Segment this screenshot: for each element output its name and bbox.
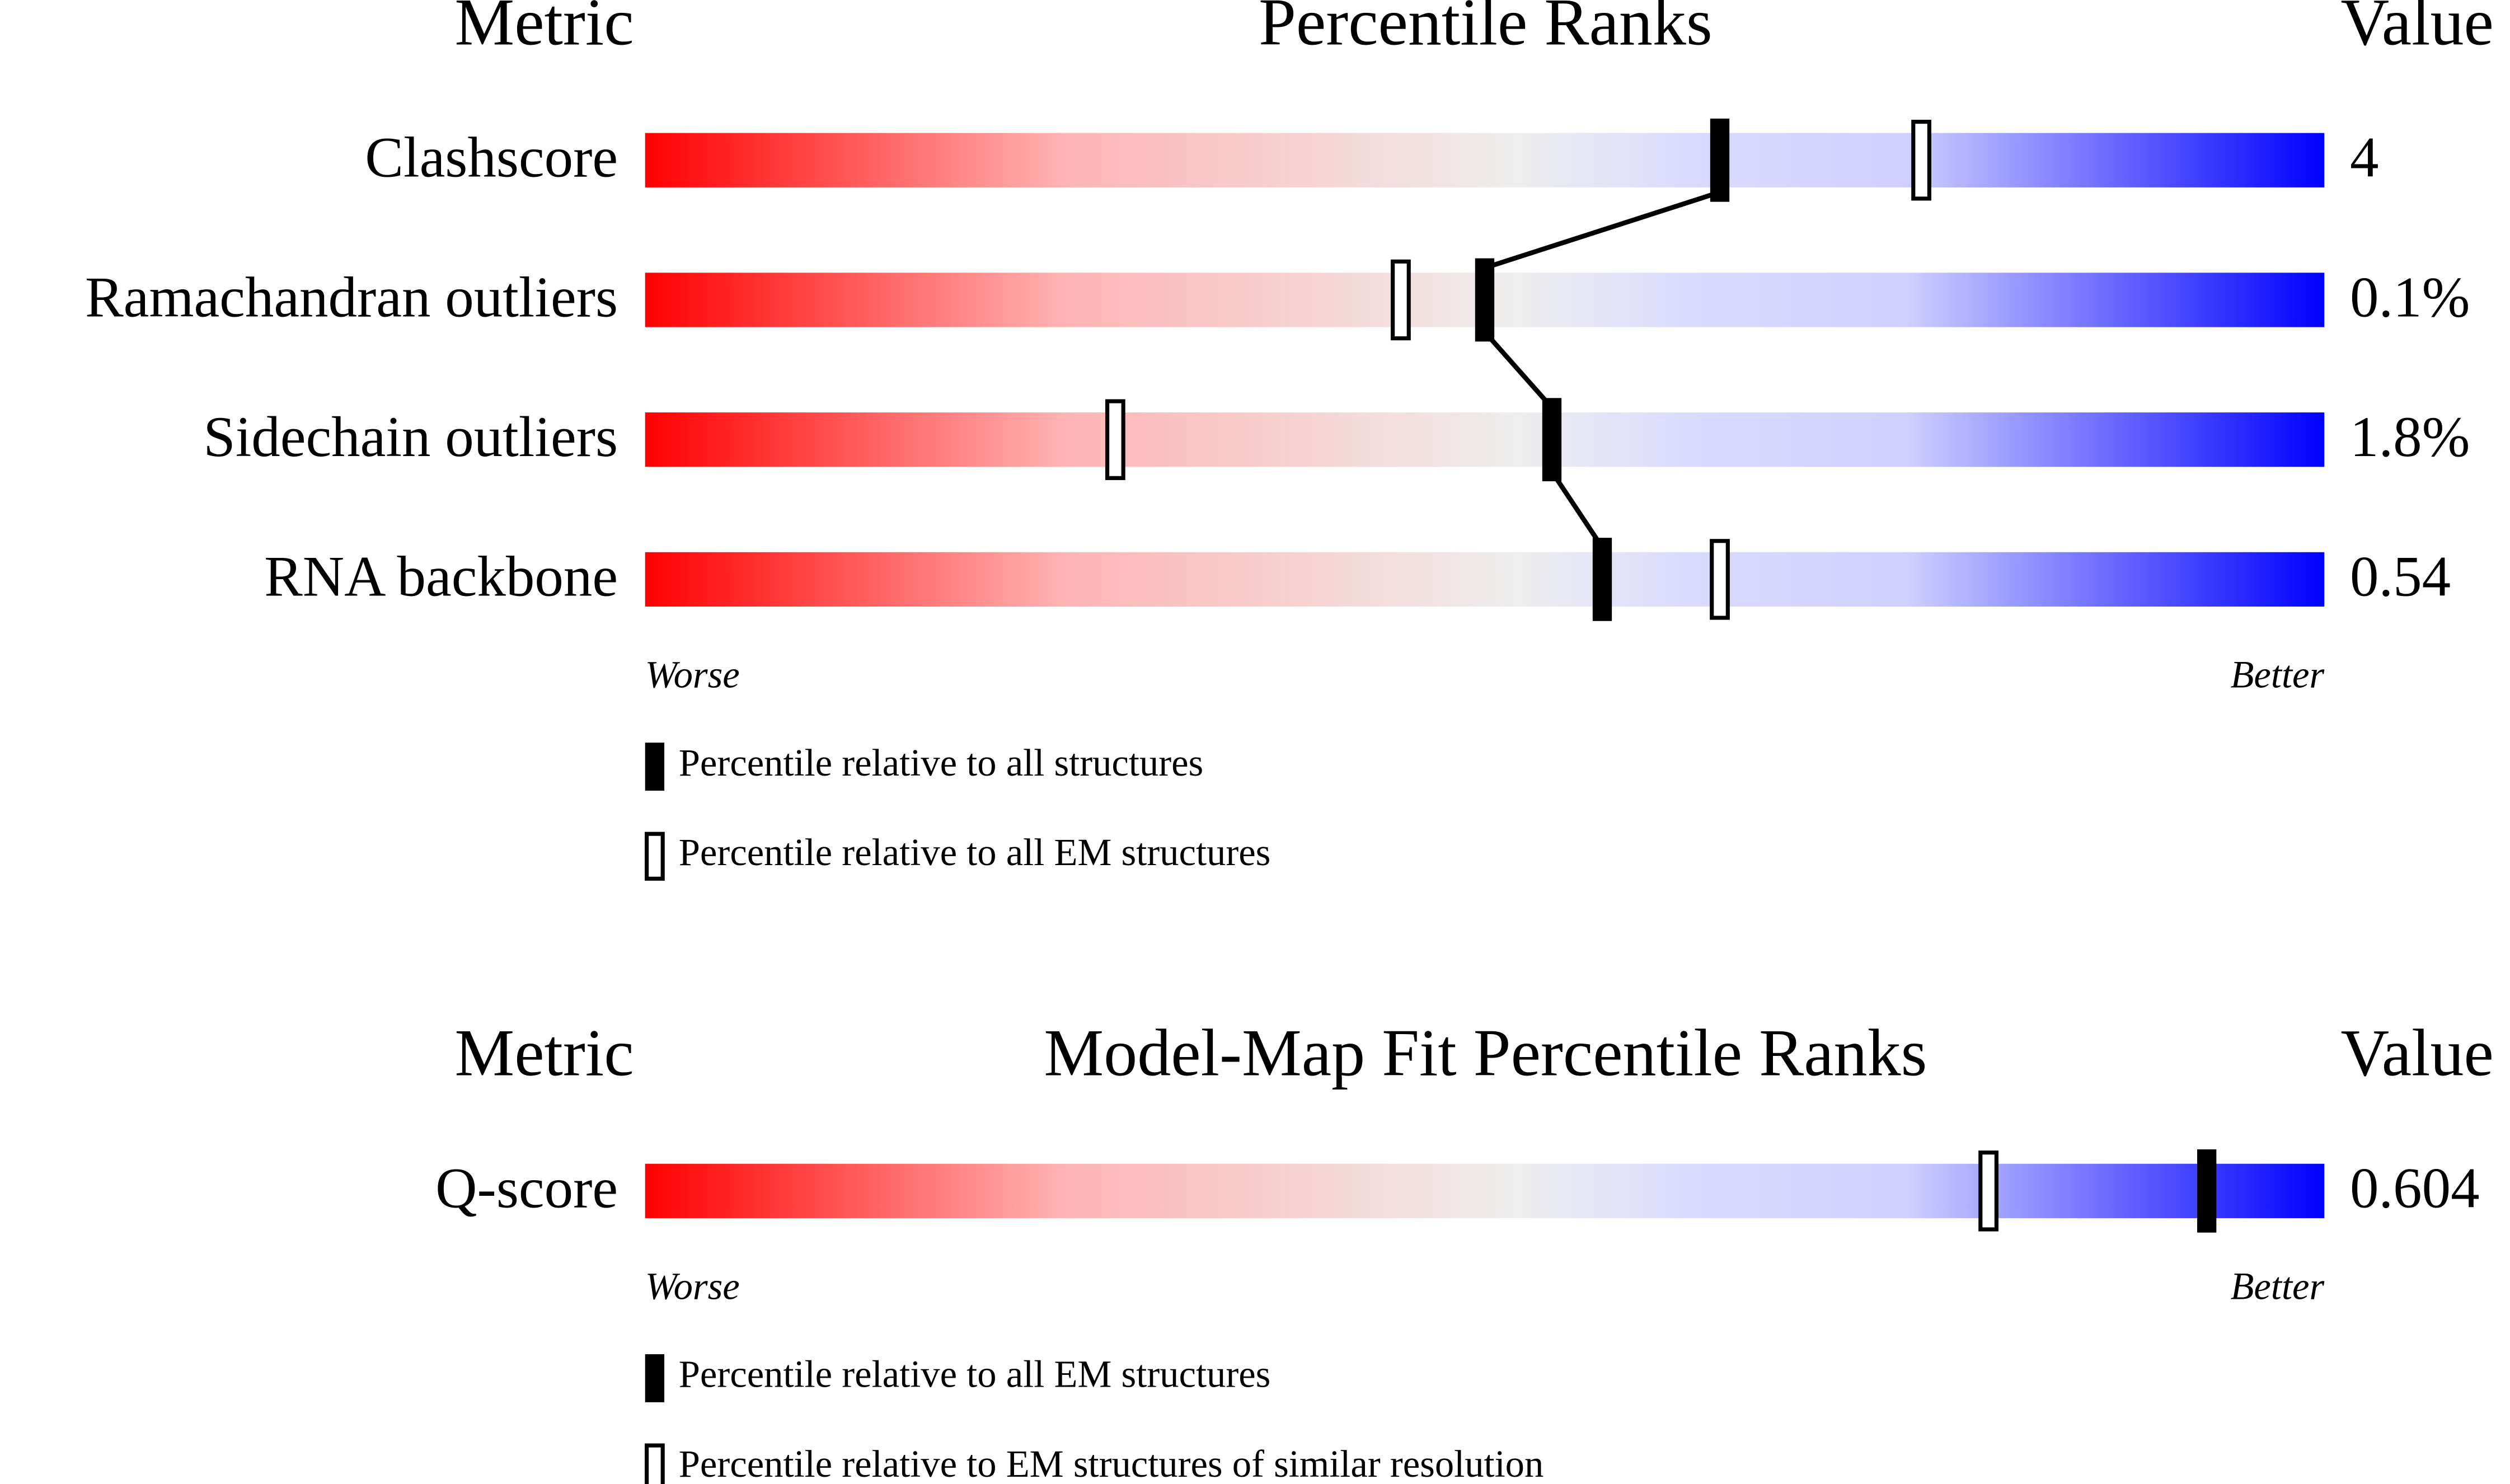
percentile-marker (1710, 118, 1730, 202)
legend-label: Percentile relative to all EM structures (679, 1353, 1271, 1396)
metric-value: 0.604 (2350, 1157, 2480, 1220)
percentile-marker (1911, 120, 1931, 201)
legend-label: Percentile relative to EM structures of … (679, 1443, 1544, 1484)
metric-value: 4 (2350, 126, 2378, 190)
percentile-marker (1542, 398, 1562, 482)
connector (1482, 330, 1554, 410)
value-header: Value (2340, 1015, 2494, 1089)
percentile-marker (1391, 259, 1411, 341)
slider-bar (645, 552, 2325, 607)
percentile-marker (1475, 258, 1495, 342)
legend-swatch (644, 1443, 665, 1484)
legend-swatch (645, 743, 665, 791)
legend-label: Percentile relative to all EM structures (679, 831, 1271, 874)
percentile-marker (1105, 399, 1125, 480)
legend-label: Percentile relative to all structures (679, 741, 1204, 784)
metric-value: 0.54 (2350, 545, 2451, 609)
metric-label: RNA backbone (264, 545, 618, 609)
metric-label: Ramachandran outliers (85, 265, 618, 329)
percentile-marker (1592, 538, 1612, 621)
worse-label: Worse (645, 1265, 740, 1307)
metric-label: Clashscore (365, 126, 618, 190)
slider-bar (645, 1163, 2325, 1218)
slider-bar (645, 133, 2325, 187)
metric-header: Metric (454, 1015, 634, 1089)
better-label: Better (2231, 1265, 2325, 1307)
connector (1550, 470, 1604, 549)
better-label: Better (2231, 653, 2325, 696)
value-header: Value (2340, 0, 2494, 59)
percentile-marker (2197, 1149, 2217, 1233)
metric-label: Sidechain outliers (203, 405, 618, 469)
slider-bar (645, 412, 2325, 467)
connector (1484, 190, 1721, 270)
percentile-marker (1710, 539, 1730, 620)
metric-value: 1.8% (2350, 405, 2470, 469)
metric-value: 0.1% (2350, 265, 2470, 329)
chart-title: Percentile Ranks (1259, 0, 1713, 59)
percentile-marker (1978, 1150, 1998, 1232)
legend-swatch (645, 1354, 665, 1402)
chart-title: Model-Map Fit Percentile Ranks (1044, 1015, 1927, 1089)
worse-label: Worse (645, 653, 740, 696)
legend-swatch (644, 832, 665, 881)
metric-label: Q-score (435, 1157, 618, 1220)
metric-header: Metric (454, 0, 634, 59)
